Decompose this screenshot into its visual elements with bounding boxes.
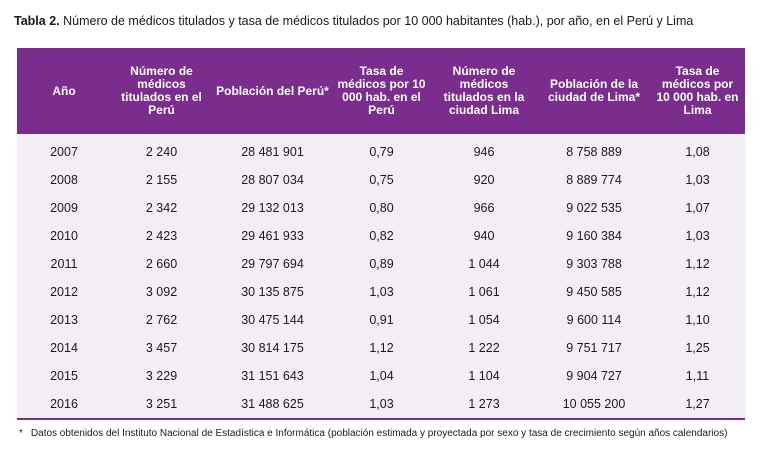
- physicians-table: Año Número de médicos titulados en el Pe…: [17, 48, 745, 418]
- cell-rate-lima: 1,11: [650, 362, 745, 390]
- cell-population-lima: 9 751 717: [538, 334, 650, 362]
- cell-year: 2012: [17, 278, 111, 306]
- cell-rate-peru: 0,80: [333, 194, 430, 222]
- table-row: 2012 3 092 30 135 875 1,03 1 061 9 450 5…: [17, 278, 745, 306]
- table-row: 2007 2 240 28 481 901 0,79 946 8 758 889…: [17, 134, 745, 166]
- header-population-lima: Población de la ciudad de Lima*: [538, 48, 650, 134]
- cell-year: 2009: [17, 194, 111, 222]
- cell-year: 2007: [17, 134, 111, 166]
- table-caption-label: Tabla 2.: [14, 14, 60, 28]
- cell-population-lima: 9 600 114: [538, 306, 650, 334]
- cell-year: 2013: [17, 306, 111, 334]
- table-row: 2016 3 251 31 488 625 1,03 1 273 10 055 …: [17, 390, 745, 418]
- table-footnote: * Datos obtenidos del Instituto Nacional …: [19, 428, 727, 439]
- cell-physicians-peru: 2 240: [111, 134, 212, 166]
- cell-population-lima: 8 889 774: [538, 166, 650, 194]
- cell-year: 2015: [17, 362, 111, 390]
- cell-population-lima: 8 758 889: [538, 134, 650, 166]
- data-table-container: Año Número de médicos titulados en el Pe…: [17, 48, 745, 420]
- cell-rate-lima: 1,27: [650, 390, 745, 418]
- cell-population-peru: 31 488 625: [212, 390, 333, 418]
- cell-rate-peru: 1,03: [333, 278, 430, 306]
- cell-population-peru: 31 151 643: [212, 362, 333, 390]
- cell-physicians-peru: 2 155: [111, 166, 212, 194]
- cell-physicians-peru: 2 342: [111, 194, 212, 222]
- table-row: 2013 2 762 30 475 144 0,91 1 054 9 600 1…: [17, 306, 745, 334]
- cell-population-peru: 30 475 144: [212, 306, 333, 334]
- cell-rate-lima: 1,12: [650, 250, 745, 278]
- cell-physicians-peru: 3 092: [111, 278, 212, 306]
- table-row: 2015 3 229 31 151 643 1,04 1 104 9 904 7…: [17, 362, 745, 390]
- cell-year: 2014: [17, 334, 111, 362]
- cell-rate-peru: 0,89: [333, 250, 430, 278]
- cell-population-peru: 28 481 901: [212, 134, 333, 166]
- cell-population-lima: 9 904 727: [538, 362, 650, 390]
- cell-physicians-peru: 3 251: [111, 390, 212, 418]
- cell-population-lima: 10 055 200: [538, 390, 650, 418]
- cell-rate-peru: 1,12: [333, 334, 430, 362]
- cell-physicians-lima: 966: [430, 194, 538, 222]
- cell-population-lima: 9 160 384: [538, 222, 650, 250]
- cell-physicians-lima: 1 044: [430, 250, 538, 278]
- cell-physicians-lima: 1 054: [430, 306, 538, 334]
- header-population-peru: Población del Perú*: [212, 48, 333, 134]
- table-row: 2010 2 423 29 461 933 0,82 940 9 160 384…: [17, 222, 745, 250]
- cell-physicians-lima: 920: [430, 166, 538, 194]
- table-row: 2014 3 457 30 814 175 1,12 1 222 9 751 7…: [17, 334, 745, 362]
- cell-year: 2010: [17, 222, 111, 250]
- cell-population-peru: 30 135 875: [212, 278, 333, 306]
- table-row: 2009 2 342 29 132 013 0,80 966 9 022 535…: [17, 194, 745, 222]
- cell-rate-lima: 1,08: [650, 134, 745, 166]
- cell-rate-lima: 1,25: [650, 334, 745, 362]
- header-physicians-peru: Número de médicos titulados en el Perú: [111, 48, 212, 134]
- cell-rate-peru: 1,03: [333, 390, 430, 418]
- cell-rate-lima: 1,07: [650, 194, 745, 222]
- footnote-mark: *: [19, 428, 23, 439]
- table-row: 2008 2 155 28 807 034 0,75 920 8 889 774…: [17, 166, 745, 194]
- cell-year: 2008: [17, 166, 111, 194]
- cell-physicians-peru: 2 423: [111, 222, 212, 250]
- cell-rate-lima: 1,03: [650, 166, 745, 194]
- cell-population-lima: 9 022 535: [538, 194, 650, 222]
- cell-population-peru: 30 814 175: [212, 334, 333, 362]
- table-caption-text: Número de médicos titulados y tasa de mé…: [63, 14, 694, 28]
- cell-physicians-peru: 2 762: [111, 306, 212, 334]
- cell-physicians-lima: 940: [430, 222, 538, 250]
- footnote-text: Datos obtenidos del Instituto Nacional d…: [30, 428, 728, 439]
- table-header-row: Año Número de médicos titulados en el Pe…: [17, 48, 745, 134]
- cell-rate-peru: 0,75: [333, 166, 430, 194]
- cell-physicians-peru: 3 457: [111, 334, 212, 362]
- cell-physicians-lima: 1 273: [430, 390, 538, 418]
- cell-physicians-peru: 2 660: [111, 250, 212, 278]
- cell-population-lima: 9 303 788: [538, 250, 650, 278]
- header-rate-lima: Tasa de médicos por 10 000 hab. en Lima: [650, 48, 745, 134]
- cell-physicians-lima: 1 104: [430, 362, 538, 390]
- header-physicians-lima: Número de médicos titulados en la ciudad…: [430, 48, 538, 134]
- cell-population-peru: 29 461 933: [212, 222, 333, 250]
- cell-physicians-lima: 1 222: [430, 334, 538, 362]
- cell-rate-peru: 0,82: [333, 222, 430, 250]
- cell-physicians-peru: 3 229: [111, 362, 212, 390]
- cell-rate-peru: 0,91: [333, 306, 430, 334]
- cell-population-peru: 29 132 013: [212, 194, 333, 222]
- cell-population-lima: 9 450 585: [538, 278, 650, 306]
- header-year: Año: [17, 48, 111, 134]
- cell-rate-lima: 1,03: [650, 222, 745, 250]
- cell-year: 2011: [17, 250, 111, 278]
- cell-rate-peru: 0,79: [333, 134, 430, 166]
- cell-population-peru: 28 807 034: [212, 166, 333, 194]
- cell-population-peru: 29 797 694: [212, 250, 333, 278]
- cell-physicians-lima: 946: [430, 134, 538, 166]
- cell-year: 2016: [17, 390, 111, 418]
- table-caption: Tabla 2. Número de médicos titulados y t…: [14, 14, 693, 28]
- cell-rate-lima: 1,12: [650, 278, 745, 306]
- header-rate-peru: Tasa de médicos por 10 000 hab. en el Pe…: [333, 48, 430, 134]
- cell-physicians-lima: 1 061: [430, 278, 538, 306]
- cell-rate-peru: 1,04: [333, 362, 430, 390]
- cell-rate-lima: 1,10: [650, 306, 745, 334]
- table-row: 2011 2 660 29 797 694 0,89 1 044 9 303 7…: [17, 250, 745, 278]
